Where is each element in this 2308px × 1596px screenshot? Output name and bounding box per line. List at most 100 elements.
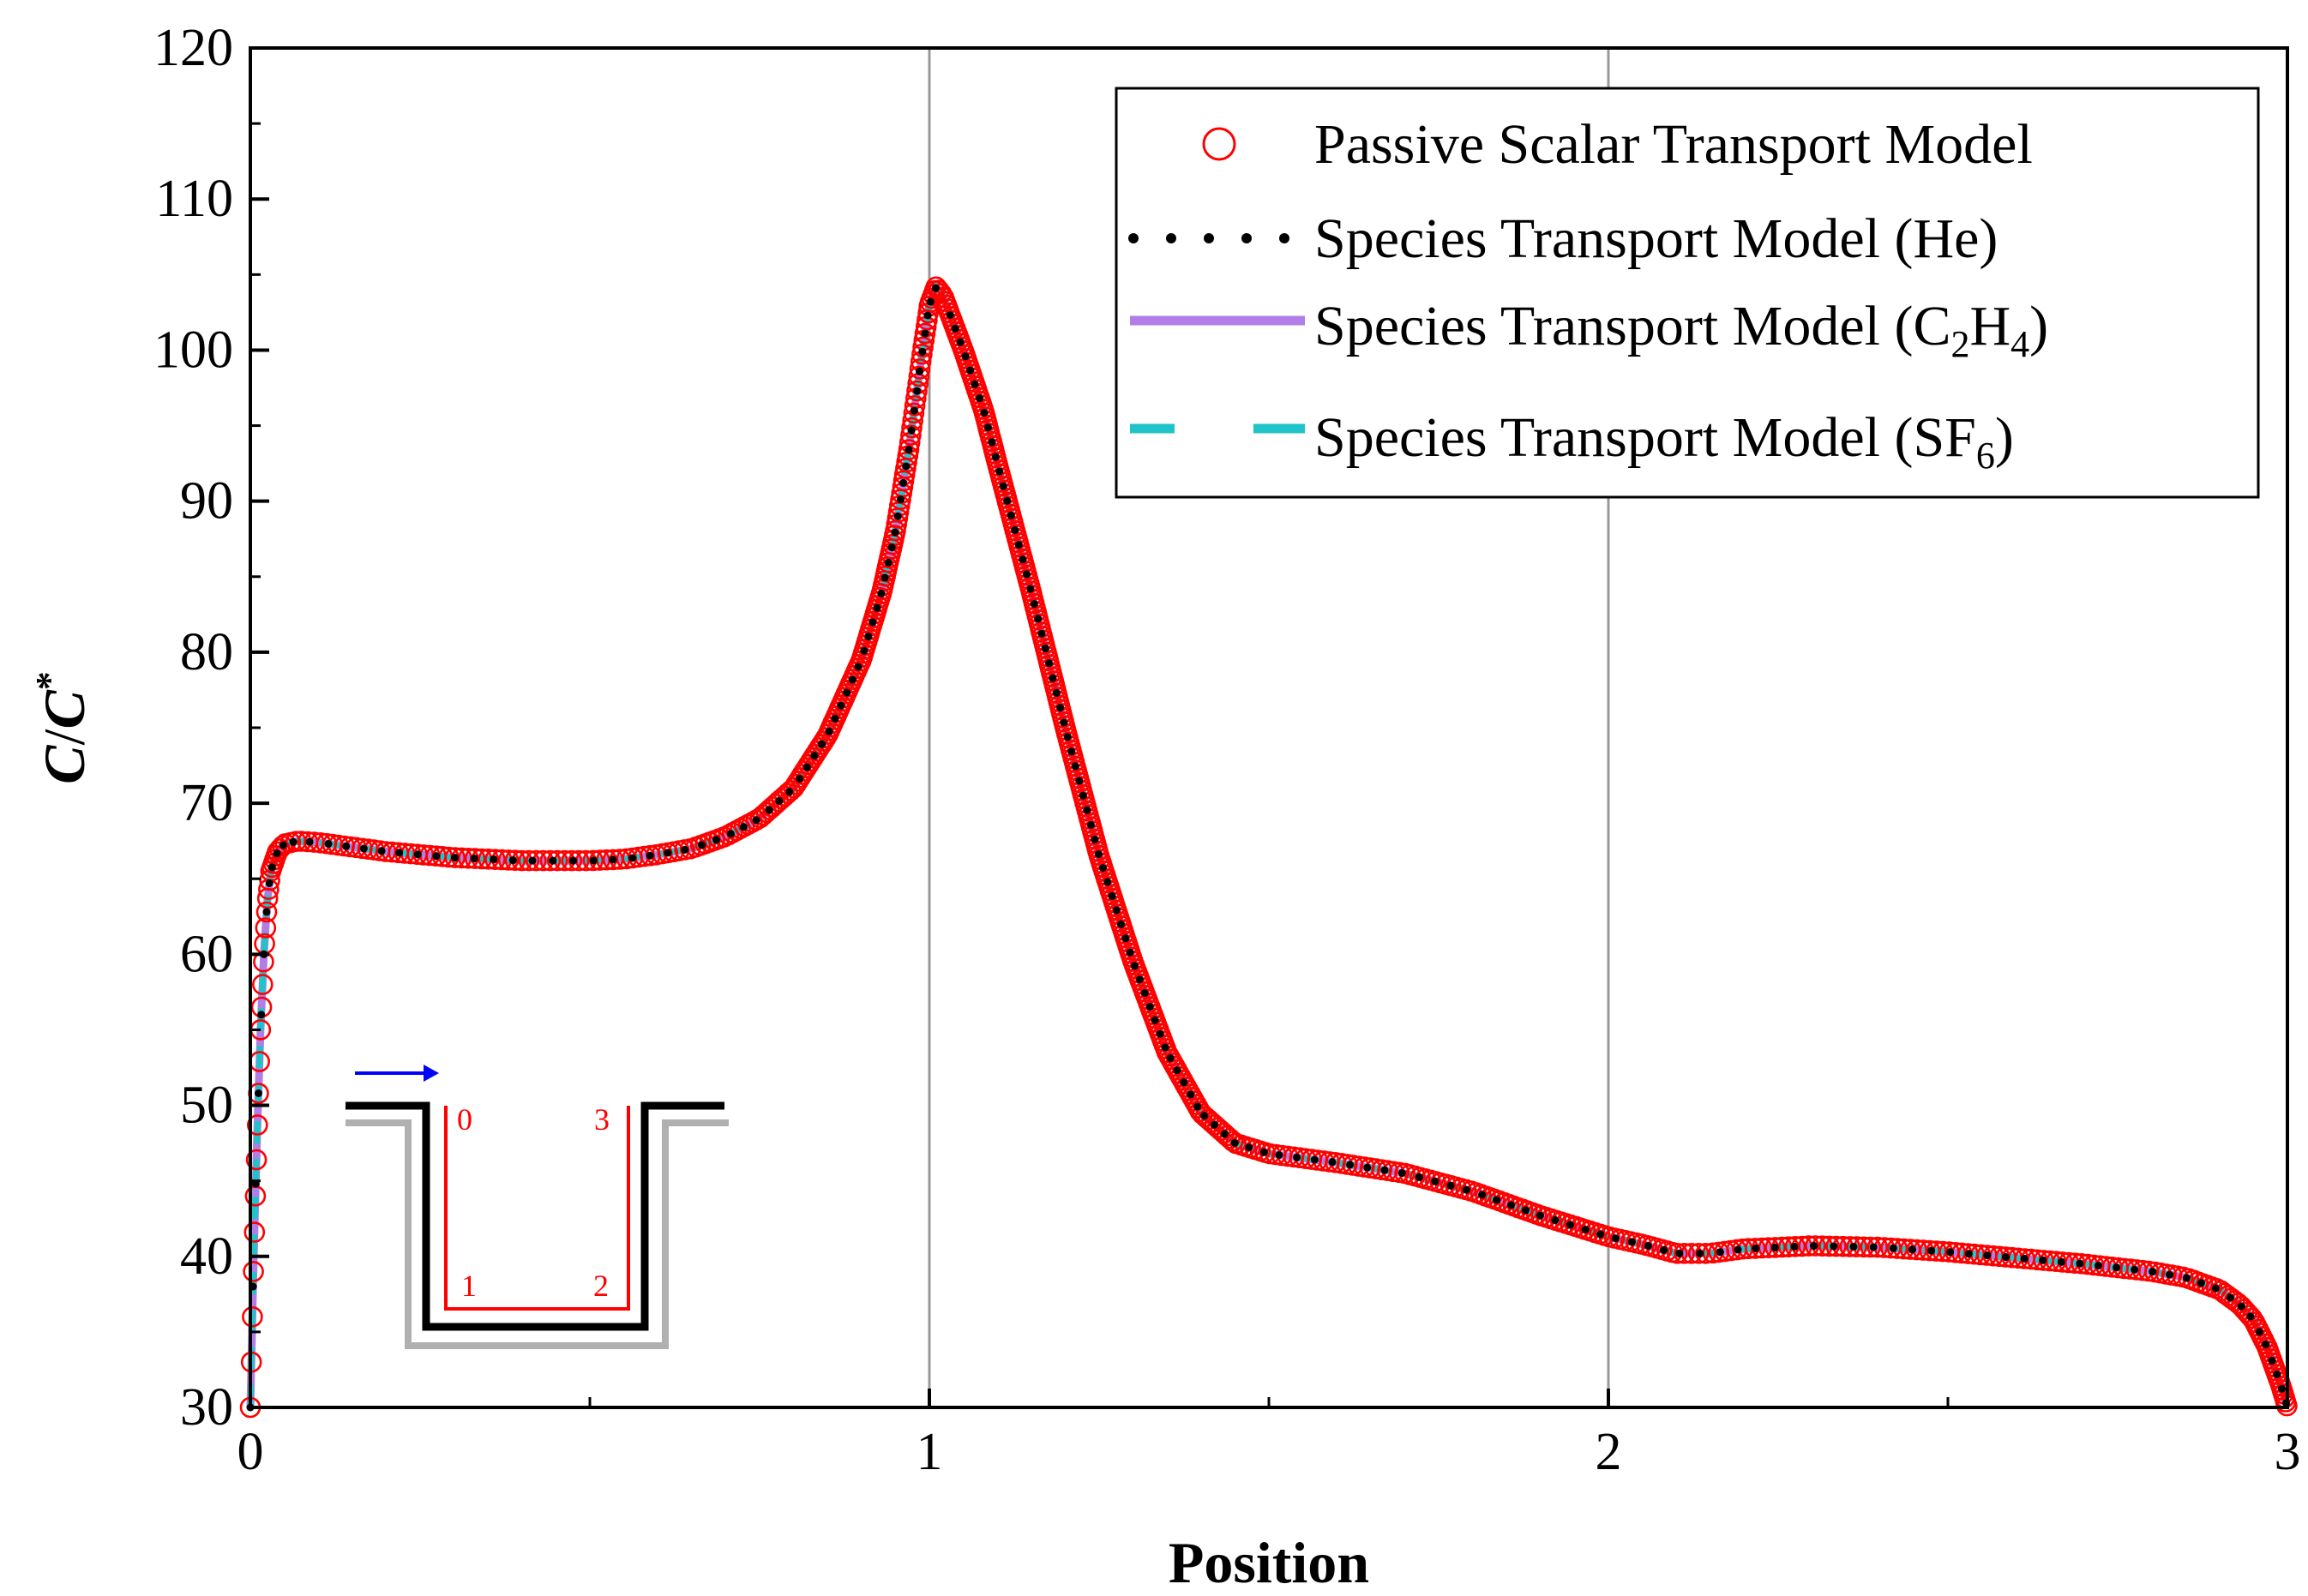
he-marker	[837, 701, 845, 710]
he-marker	[825, 727, 833, 735]
passive-marker	[906, 380, 928, 402]
passive-marker	[909, 358, 931, 380]
passive-marker	[912, 336, 934, 358]
he-marker	[802, 763, 811, 771]
he-marker	[698, 841, 706, 849]
he-marker	[1019, 555, 1027, 564]
passive-marker	[546, 849, 568, 872]
passive-marker	[464, 848, 486, 869]
he-marker	[1166, 1054, 1175, 1063]
passive-marker	[1818, 1235, 1840, 1257]
he-marker	[1086, 820, 1095, 829]
he-marker	[785, 788, 794, 796]
he-marker	[664, 849, 672, 857]
passive-marker	[1687, 1243, 1710, 1264]
he-marker	[1830, 1242, 1838, 1251]
he-marker	[1180, 1078, 1188, 1087]
he-marker	[2278, 1384, 2286, 1393]
he-marker	[289, 837, 298, 846]
he-marker	[991, 453, 1000, 461]
passive-marker	[539, 849, 562, 872]
he-marker	[1245, 1143, 1253, 1152]
he-marker	[916, 367, 924, 375]
he-marker	[931, 284, 940, 292]
he-marker	[1003, 496, 1012, 505]
he-marker	[1210, 1120, 1218, 1129]
y-tick-label-0: 30	[180, 1378, 233, 1437]
legend-c2h4-sub2: 4	[2010, 323, 2029, 365]
x-tick-label-0: 0	[237, 1423, 264, 1481]
he-marker	[1098, 864, 1107, 872]
he-marker	[2268, 1356, 2276, 1365]
legend-c2h4-mid: H	[1970, 295, 2011, 357]
he-marker	[1026, 585, 1035, 593]
he-marker	[1581, 1226, 1590, 1233]
he-marker	[1493, 1196, 1501, 1204]
y-tick-label-1: 40	[180, 1227, 233, 1286]
he-marker	[1946, 1248, 1955, 1257]
he-marker	[1259, 1148, 1268, 1156]
he-marker	[966, 366, 975, 375]
he-marker	[893, 512, 902, 520]
he-marker	[2273, 1370, 2281, 1378]
legend: Passive Scalar Transport Model Species T…	[1115, 87, 2260, 499]
he-marker	[451, 854, 459, 862]
he-marker	[818, 740, 826, 748]
he-marker	[946, 311, 954, 319]
he-marker	[1075, 777, 1084, 785]
he-marker	[1045, 659, 1054, 668]
he-marker	[907, 426, 916, 435]
passive-marker	[1667, 1243, 1688, 1264]
he-marker	[739, 823, 748, 831]
he-marker	[1927, 1246, 1936, 1255]
he-marker	[913, 387, 921, 395]
he-marker	[961, 352, 970, 361]
he-marker	[265, 879, 273, 887]
x-tick-label-1: 1	[917, 1423, 943, 1481]
he-marker	[921, 329, 929, 338]
x-tick-label-2: 2	[1596, 1423, 1622, 1481]
passive-marker	[914, 322, 936, 345]
he-marker	[1346, 1161, 1355, 1169]
x-tick-label-3: 3	[2275, 1423, 2301, 1481]
he-marker	[1112, 906, 1121, 915]
he-marker	[1397, 1168, 1406, 1177]
he-marker	[1849, 1243, 1858, 1251]
he-marker	[1130, 962, 1139, 970]
he-marker	[549, 856, 557, 865]
he-marker	[1067, 747, 1076, 756]
he-marker	[1675, 1249, 1684, 1257]
he-marker	[1200, 1112, 1209, 1120]
he-marker	[854, 663, 862, 671]
he-marker	[1431, 1177, 1439, 1185]
passive-marker	[900, 424, 922, 447]
he-marker	[1363, 1163, 1372, 1172]
passive-marker	[911, 343, 933, 365]
he-marker	[1790, 1242, 1799, 1251]
he-marker	[2166, 1270, 2174, 1279]
he-marker	[609, 855, 617, 864]
he-marker	[2076, 1259, 2084, 1268]
legend-keys	[1128, 127, 1305, 434]
he-marker	[1145, 1003, 1154, 1011]
he-marker	[1094, 850, 1103, 859]
passive-marker	[904, 394, 926, 417]
he-marker	[1022, 570, 1031, 579]
he-marker	[983, 423, 992, 432]
legend-sf6-end: )	[1995, 406, 2014, 469]
he-marker	[926, 297, 935, 306]
y-tick-label-4: 70	[180, 774, 233, 832]
passive-marker	[243, 1221, 266, 1243]
he-marker	[864, 633, 873, 641]
he-marker	[305, 837, 314, 846]
y-tick-label-2: 50	[180, 1077, 233, 1135]
he-marker	[2095, 1262, 2102, 1269]
he-marker	[432, 852, 441, 861]
passive-marker	[1745, 1238, 1766, 1259]
he-marker	[873, 603, 881, 612]
he-marker	[971, 380, 979, 388]
he-marker	[257, 1011, 266, 1019]
he-marker	[2039, 1256, 2047, 1264]
legend-sf6-sub1: 6	[1976, 435, 1995, 477]
passive-marker	[518, 849, 540, 872]
